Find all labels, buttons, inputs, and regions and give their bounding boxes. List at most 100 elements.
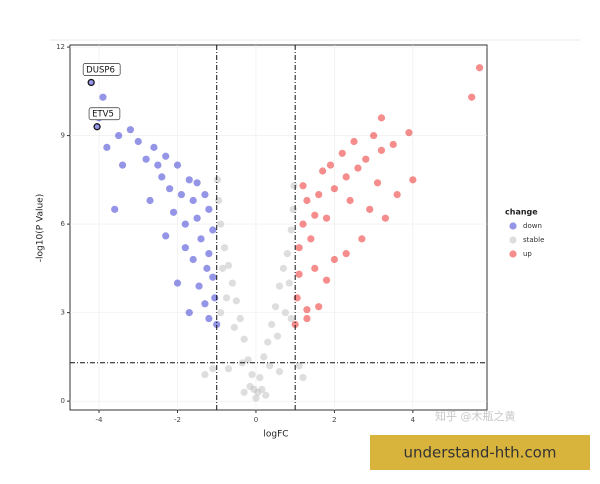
point [201,300,209,308]
point [290,182,298,190]
point [393,190,401,199]
y-axis-label: -log10(P Value) [36,194,46,262]
point [193,179,201,187]
point [205,205,213,213]
point [209,226,217,234]
point [346,196,354,205]
y-tick-label: 6 [61,220,66,228]
point [209,273,217,281]
point [299,182,307,190]
point [232,297,240,305]
point [281,309,289,317]
point [381,214,389,222]
y-tick-label: 9 [61,132,65,140]
point [169,208,178,216]
point [279,264,288,272]
x-tick-label: 4 [411,416,416,424]
point [389,140,397,149]
point [230,323,238,331]
annotation-point [87,78,95,87]
point [307,235,315,243]
point [166,185,174,193]
x-tick-label: 2 [332,416,336,424]
point [322,214,331,222]
point [311,211,319,219]
point [322,276,331,284]
point [193,214,201,222]
point [258,385,266,393]
point [303,196,311,205]
point [299,373,307,382]
point [201,370,209,379]
point [220,244,229,252]
legend-swatch [509,236,517,244]
point [405,129,413,137]
point [150,143,158,151]
point [181,220,189,228]
y-tick-label: 12 [56,43,65,51]
point [126,126,135,134]
point [303,306,311,314]
point [283,250,291,258]
point [354,164,362,172]
point [266,362,274,370]
legend-swatch [509,250,517,258]
point [213,320,221,329]
point [256,373,264,382]
point [173,161,182,169]
point [217,309,225,317]
point [224,365,233,373]
point [246,382,254,390]
x-axis-label: logFC [263,430,288,440]
point [224,261,233,270]
point [330,185,339,193]
point [271,303,280,311]
point [197,235,205,243]
point [215,196,223,205]
point [240,335,248,343]
point [468,93,476,101]
point [268,320,276,329]
point [181,244,189,252]
panel [69,44,488,411]
annotation-point [93,123,101,131]
point [299,220,307,228]
point [373,179,382,187]
point [189,196,197,205]
point [287,314,295,323]
point [275,368,284,376]
legend-title: change [505,208,538,217]
point [252,394,260,402]
annotation-label: ETV5 [92,110,114,120]
point [377,146,386,154]
legend-swatch [509,222,517,230]
x-tick-label: -4 [96,416,104,424]
watermark: 知乎 @木瓶之黄 [435,409,516,423]
point [260,353,268,361]
point [244,356,252,364]
point [146,196,154,205]
point [154,161,162,169]
point [134,137,142,146]
point [409,176,417,184]
annotation-box [82,63,121,76]
point [205,250,213,258]
point [99,93,107,101]
point [342,250,350,258]
point [111,205,119,213]
point [173,279,182,287]
point [185,176,193,184]
point [205,314,213,323]
point [158,173,166,181]
point [315,190,323,199]
point [218,264,227,272]
point [189,255,197,264]
point [115,131,123,140]
point [217,220,225,228]
point [211,294,219,302]
point [118,161,127,169]
point [362,155,370,163]
point [291,320,299,329]
point [295,244,303,252]
